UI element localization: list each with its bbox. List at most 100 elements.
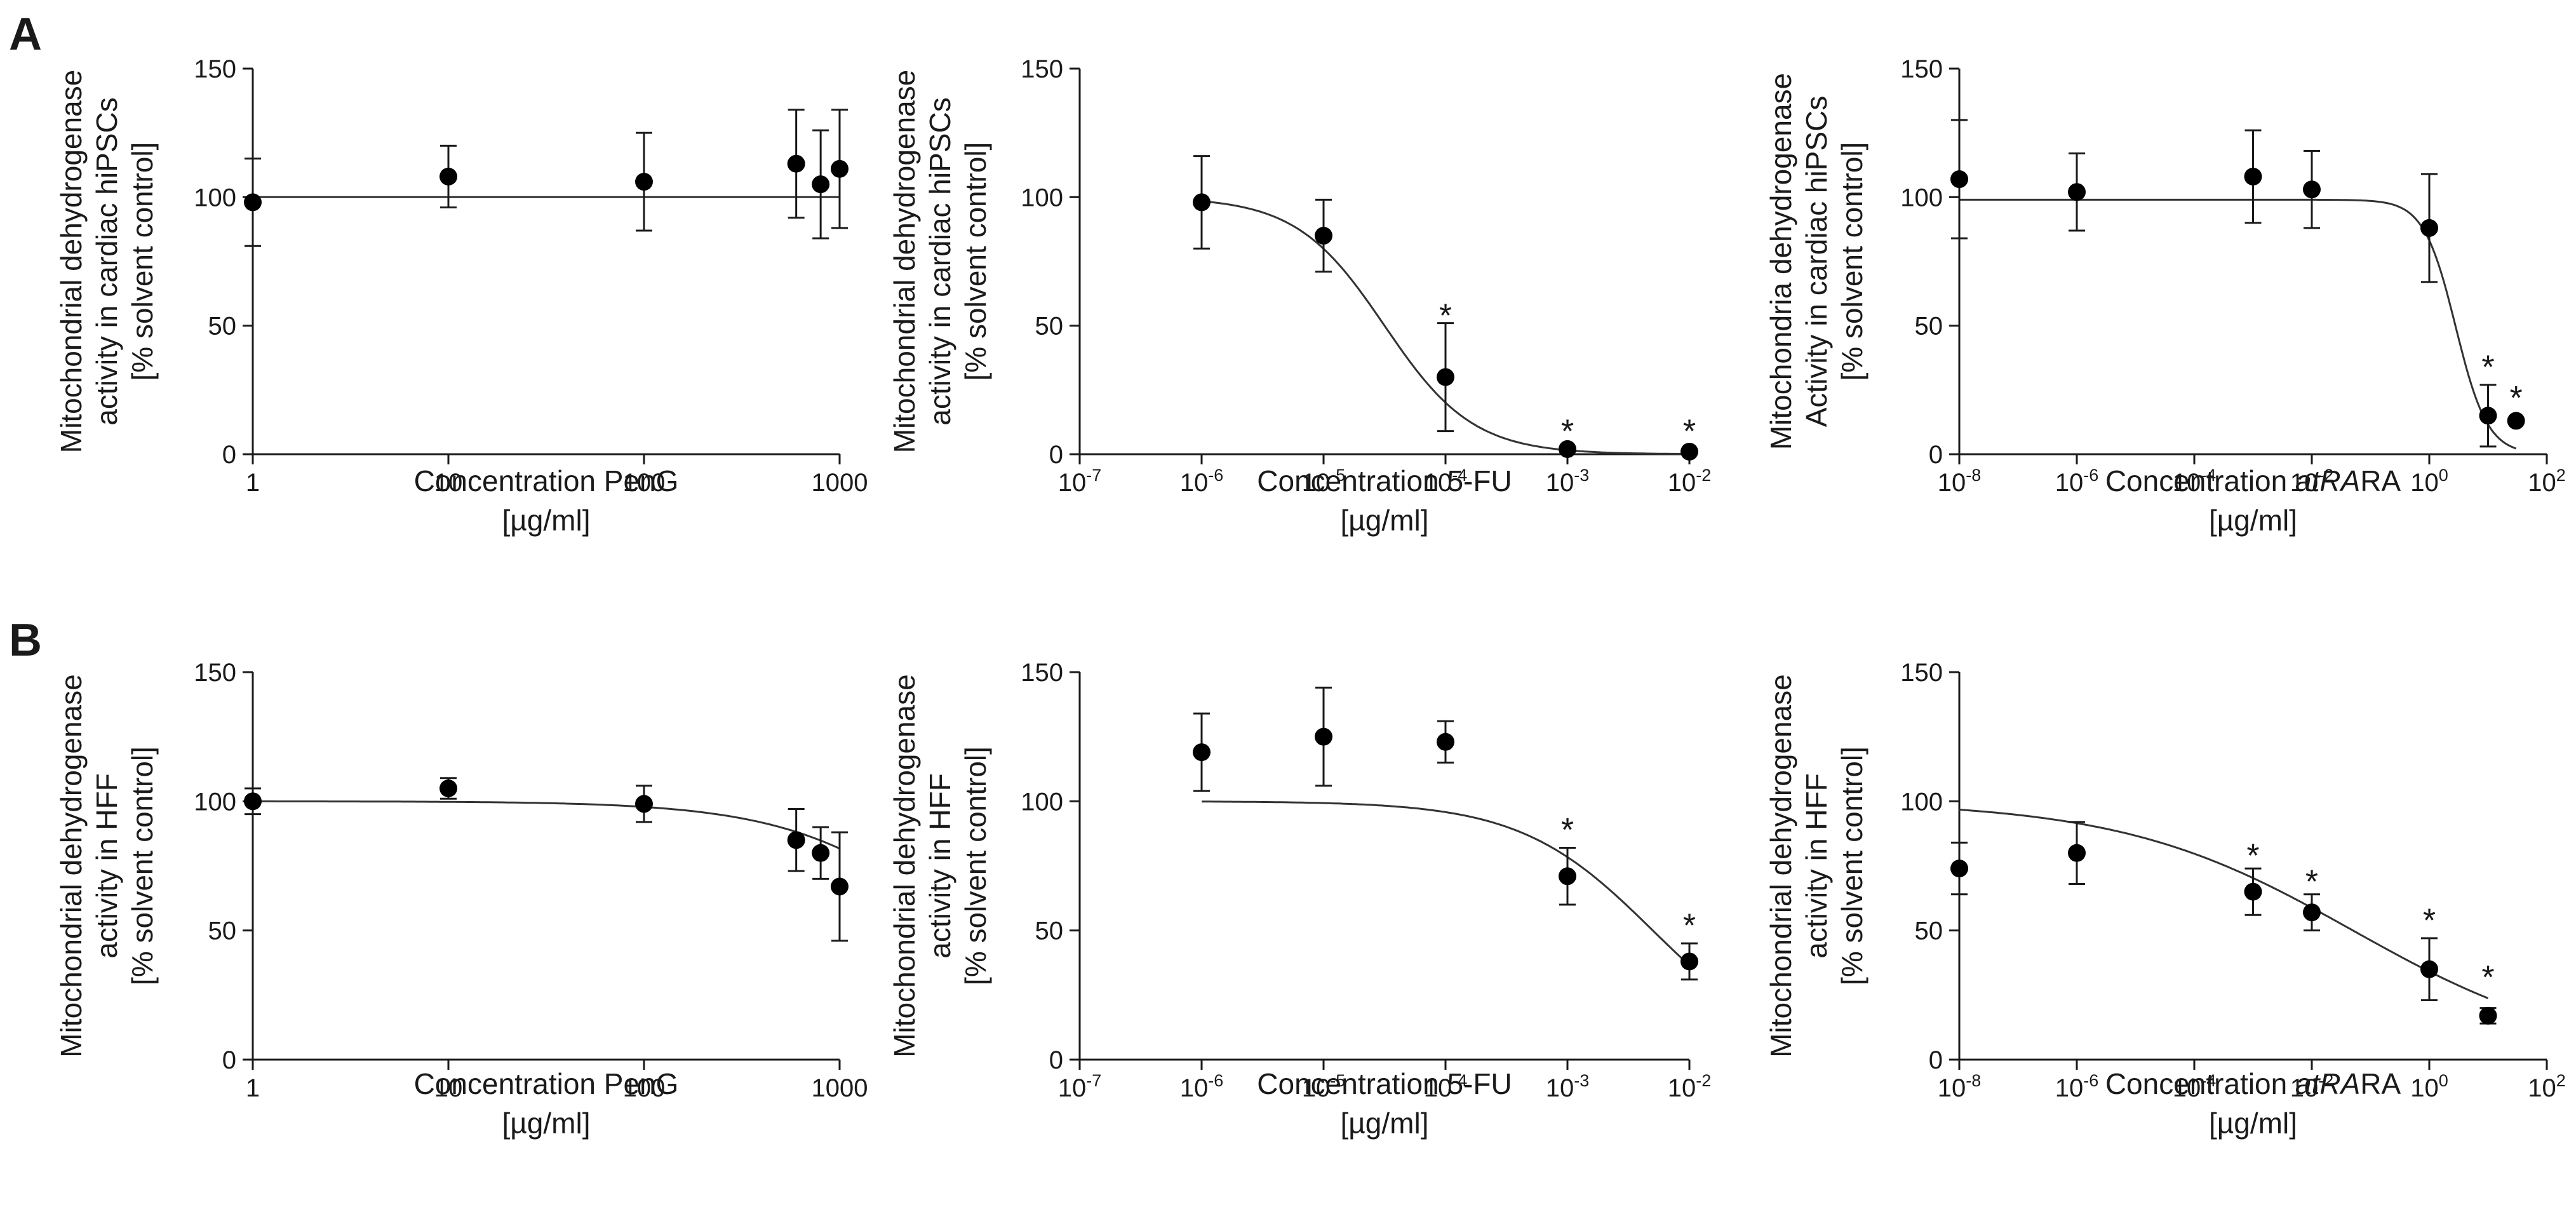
x-axis-label: Concentration 5-FU [1257, 464, 1512, 497]
y-tick-label: 100 [1900, 788, 1943, 816]
y-tick-label: 50 [208, 313, 237, 341]
data-point [1950, 860, 1968, 878]
data-point [635, 173, 653, 191]
y-tick-label: 0 [1929, 441, 1943, 469]
chart-6: 0 50 100 150 10-8 10-6 10-4 10-2 100 102 * * * * Mitoc… [1764, 659, 2566, 1140]
x-axis-label: Concentration PenG [414, 464, 679, 497]
y-tick-label: 150 [194, 55, 236, 83]
x-tick-label: 1 [246, 469, 260, 497]
significance-star: * [2246, 838, 2259, 875]
data-point [244, 792, 262, 811]
y-tick-label: 100 [1021, 184, 1063, 212]
x-tick-label: 1 [246, 1074, 260, 1102]
significance-star: * [2510, 380, 2523, 417]
y-tick-label: 50 [1035, 917, 1064, 945]
x-tick-label: 10-8 [1938, 1071, 1982, 1102]
significance-star: * [2423, 902, 2436, 939]
y-axis-label: activity in cardiac hiPSCs [923, 97, 956, 425]
y-axis-label: activity in HFF [90, 773, 123, 958]
x-tick-label: 10-6 [2055, 1071, 2099, 1102]
y-tick-label: 100 [194, 788, 236, 816]
y-axis-label: activity in cardiac hiPSCs [90, 97, 123, 425]
x-tick-label: 10-4 [2173, 1071, 2217, 1102]
y-tick-label: 50 [1915, 313, 1943, 341]
data-point [1950, 170, 1968, 189]
data-point [1680, 952, 1698, 971]
data-point [2303, 903, 2321, 922]
fit-curve [253, 800, 840, 850]
y-axis-label: Mitochondrial dehydrogenase [55, 674, 88, 1058]
data-point [1315, 727, 1332, 746]
y-axis-label: Mitochondrial dehydrogenase [55, 70, 88, 454]
x-tick-label: 10-6 [1180, 466, 1224, 497]
x-axis-label: Concentration atRARA [2105, 1067, 2401, 1100]
y-tick-label: 150 [1021, 55, 1063, 83]
data-point [1315, 227, 1332, 245]
y-tick-label: 100 [194, 184, 236, 212]
x-tick-label: 10-2 [2290, 466, 2334, 497]
x-axis-unit: [µg/ml] [2209, 1107, 2297, 1140]
x-tick-label: 100 [623, 469, 666, 497]
y-tick-label: 50 [208, 917, 237, 945]
data-point [1680, 442, 1698, 461]
data-point [2068, 183, 2086, 201]
y-tick-label: 150 [1900, 659, 1943, 687]
significance-star: * [1683, 907, 1696, 944]
x-tick-label: 10 [434, 469, 463, 497]
x-tick-label: 1000 [812, 469, 868, 497]
significance-star: * [1561, 414, 1574, 450]
x-axis-unit: [µg/ml] [1341, 504, 1429, 537]
significance-star: * [1683, 414, 1696, 450]
data-point [2507, 412, 2525, 430]
x-tick-label: 10 [434, 1074, 463, 1102]
data-point [1437, 732, 1454, 751]
significance-star: * [2305, 863, 2318, 900]
x-tick-label: 10-6 [1180, 1071, 1224, 1102]
data-point [2420, 219, 2438, 237]
y-tick-label: 0 [1049, 1046, 1063, 1074]
data-point [831, 877, 849, 896]
y-axis-label: Mitochondria dehydrogenase [1764, 73, 1797, 450]
x-tick-label: 10-6 [2055, 466, 2099, 497]
y-axis-label: [% solvent control] [126, 142, 159, 381]
x-tick-label: 10-8 [1938, 466, 1982, 497]
panel-letter-a: A [9, 9, 42, 60]
data-point [2479, 407, 2497, 425]
x-tick-label: 10-4 [2173, 466, 2217, 497]
y-axis-label: activity in HFF [1800, 773, 1833, 958]
y-axis-label: Activity in cardiac hiPSCs [1800, 96, 1833, 428]
data-point [2068, 844, 2086, 862]
x-tick-label: 100 [2410, 1071, 2448, 1102]
y-axis-label: Mitochondrial dehydrogenase [888, 674, 921, 1058]
x-tick-label: 100 [2410, 466, 2448, 497]
panel-letter-b: B [9, 615, 42, 666]
data-point [439, 167, 457, 186]
data-point [439, 779, 457, 797]
x-axis-unit: [µg/ml] [502, 1107, 591, 1140]
significance-star: * [2481, 959, 2494, 996]
chart-4: 0 50 100 150 1 10 100 1000 Mitochondrial dehydro… [55, 659, 868, 1140]
data-point [2244, 167, 2262, 186]
x-tick-label: 10-3 [1546, 1071, 1590, 1102]
significance-star: * [1561, 812, 1574, 849]
fit-curve [1959, 198, 2517, 450]
x-tick-label: 102 [2528, 466, 2566, 497]
x-tick-label: 102 [2528, 1071, 2566, 1102]
x-tick-label: 10-3 [1546, 466, 1590, 497]
y-tick-label: 150 [1021, 659, 1063, 687]
data-point [1437, 368, 1454, 386]
data-point [2303, 180, 2321, 199]
x-tick-label: 10-7 [1058, 466, 1102, 497]
data-point [812, 844, 830, 862]
x-axis-label: Concentration PenG [414, 1067, 679, 1100]
x-tick-label: 10-4 [1424, 466, 1468, 497]
data-point [831, 159, 849, 178]
y-tick-label: 150 [194, 659, 236, 687]
y-tick-label: 150 [1900, 55, 1943, 83]
fit-curve [1202, 800, 1691, 966]
significance-star: * [1439, 297, 1452, 334]
x-tick-label: 10-5 [1302, 1071, 1346, 1102]
data-point [2420, 960, 2438, 978]
y-axis-label: [% solvent control] [959, 746, 992, 985]
